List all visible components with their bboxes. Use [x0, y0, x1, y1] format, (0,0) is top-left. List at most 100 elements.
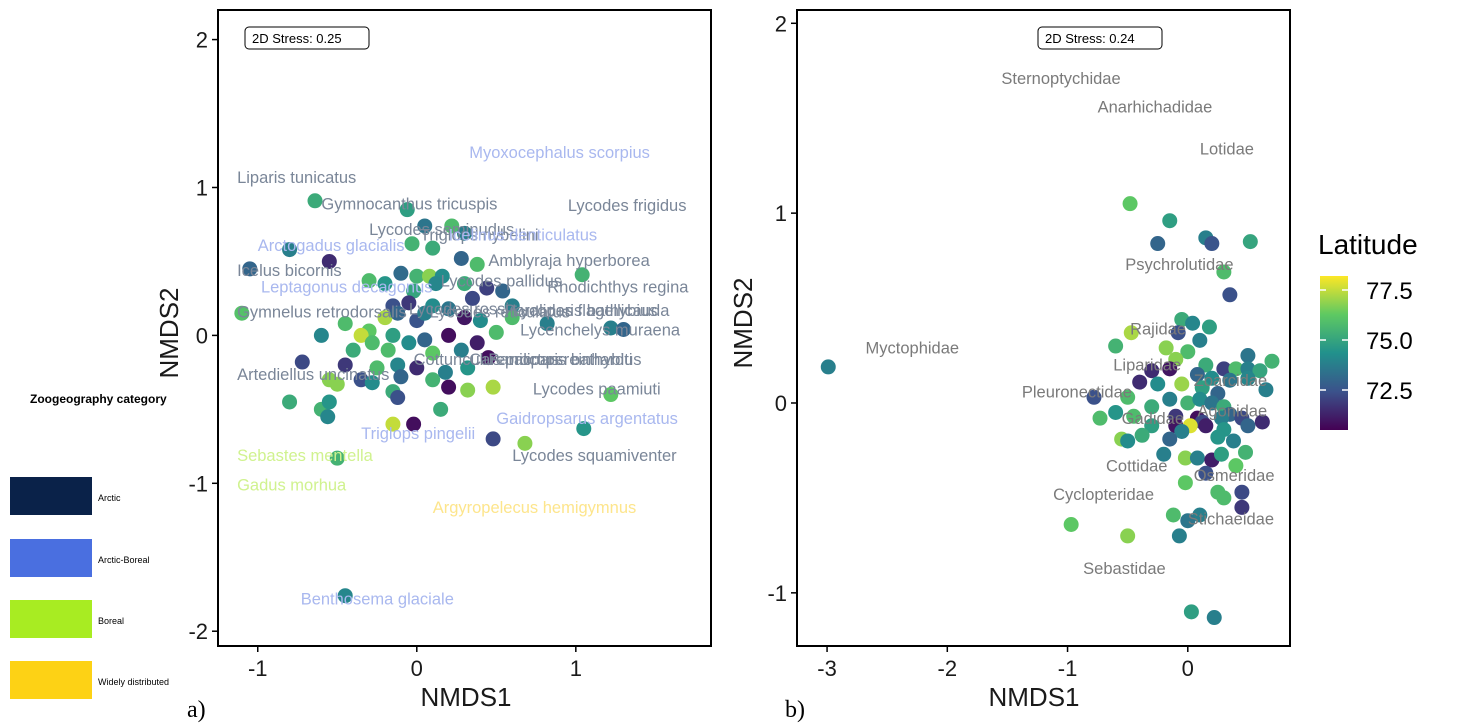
species-label: Rhodichthys regina [547, 279, 689, 297]
panel-a-points [234, 193, 632, 604]
x-tick-label: 0 [1182, 656, 1194, 681]
site-point [1063, 516, 1079, 532]
family-label: Stichaeidae [1188, 510, 1274, 528]
site-point [1144, 418, 1160, 434]
zoogeography-label: Widely distributed [98, 677, 169, 687]
site-point [1120, 389, 1136, 405]
colorbar-tick-label: 77.5 [1366, 278, 1413, 305]
site-point [576, 421, 592, 437]
site-point [441, 379, 457, 395]
site-point [1206, 610, 1222, 626]
site-point [1210, 429, 1226, 445]
site-point [1222, 287, 1238, 303]
site-point [1086, 389, 1102, 405]
family-label: Cottidae [1106, 457, 1167, 475]
site-point [603, 387, 619, 403]
site-point [1258, 382, 1274, 398]
family-label: Sebastidae [1083, 560, 1166, 578]
site-point [364, 375, 380, 391]
species-label: Artediellus uncinatus [237, 366, 389, 384]
site-point [428, 276, 444, 292]
species-label: Gaidropsarus argentatus [496, 410, 678, 428]
site-point [433, 401, 449, 417]
site-point [1108, 404, 1124, 420]
site-point [404, 236, 420, 252]
site-point [337, 316, 353, 332]
family-label: Rajidae [1130, 321, 1186, 339]
site-point [1204, 370, 1220, 386]
site-point [1240, 370, 1256, 386]
site-point [444, 218, 460, 234]
panel-a-stress-label: 2D Stress: 0.25 [252, 31, 342, 46]
family-label: Myctophidae [866, 340, 960, 358]
colorbar-title: Latitude [1318, 229, 1418, 260]
site-point [234, 305, 250, 321]
site-point [1192, 507, 1208, 523]
site-point [820, 359, 836, 375]
zoogeography-label: Boreal [98, 616, 124, 626]
species-label: Myoxocephalus scorpius [469, 144, 650, 162]
site-point [1150, 376, 1166, 392]
species-label: Argyropelecus hemigymnus [433, 499, 637, 517]
site-point [1170, 325, 1186, 341]
site-point [1123, 325, 1139, 341]
zoogeography-label: Arctic-Boreal [98, 555, 150, 565]
site-point [1177, 450, 1193, 466]
species-label: Paraliparis bathybius [488, 351, 641, 369]
panel-b-points [820, 196, 1280, 626]
family-label: Gadidae [1122, 410, 1184, 428]
species-label: Lycodes reticulatus [430, 304, 571, 322]
site-point [307, 193, 323, 209]
site-point [1240, 418, 1256, 434]
y-tick-label: 2 [196, 28, 208, 53]
colorbar-tick-label: 72.5 [1366, 378, 1413, 405]
y-tick-label: -1 [767, 581, 787, 606]
species-label: Careproctus reinhardti [469, 351, 632, 369]
family-label: Agonidae [1197, 402, 1267, 420]
site-point [380, 342, 396, 358]
site-point [1189, 367, 1205, 383]
site-point [1122, 196, 1138, 212]
site-point [1134, 427, 1150, 443]
site-point [409, 268, 425, 284]
site-point [361, 273, 377, 289]
site-point [1192, 332, 1208, 348]
species-label: Gymnocanthus tricuspis [321, 196, 497, 214]
colorbar-gradient [1320, 276, 1348, 430]
site-point [1162, 361, 1178, 377]
site-point [1204, 236, 1220, 252]
site-point [1213, 446, 1229, 462]
site-point [313, 327, 329, 343]
panel-a-stress-box: 2D Stress: 0.25 [244, 26, 370, 50]
site-point [1162, 391, 1178, 407]
site-point [377, 276, 393, 292]
site-point [406, 283, 422, 299]
site-point [329, 450, 345, 466]
panel-a-species-labels: Myoxocephalus scorpius Liparis tunicatus G… [237, 144, 689, 609]
zoogeography-swatch [10, 477, 92, 515]
site-point [337, 588, 353, 604]
site-point [504, 310, 520, 326]
panel-a-ticks: -1 0 1 -2 -1 0 1 2 [188, 28, 582, 681]
site-point [1213, 410, 1229, 426]
panel-b-y-axis-title: NMDS2 [728, 277, 758, 368]
panel-b-stress-box: 2D Stress: 0.24 [1037, 26, 1163, 50]
site-point [1165, 507, 1181, 523]
site-point [453, 250, 469, 266]
zoogeography-legend: Zoogeography category Arctic Arctic-Borea… [10, 392, 169, 699]
species-label: Amblyraja hyperborea [488, 252, 650, 270]
site-point [1264, 353, 1280, 369]
site-point [1240, 348, 1256, 364]
site-point [1216, 490, 1232, 506]
panel-a-letter: a) [187, 697, 206, 723]
site-point [377, 310, 393, 326]
species-label: Sebastes mentella [237, 447, 374, 465]
panel-a-y-axis-title: NMDS2 [154, 287, 184, 378]
zoogeography-swatch [10, 600, 92, 638]
site-point [1254, 414, 1270, 430]
latitude-colorbar: Latitude 77.5 75.0 72.5 [1318, 229, 1418, 430]
panel-a-x-axis-title: NMDS1 [420, 682, 511, 712]
site-point [385, 327, 401, 343]
site-point [425, 240, 441, 256]
site-point [479, 280, 495, 296]
